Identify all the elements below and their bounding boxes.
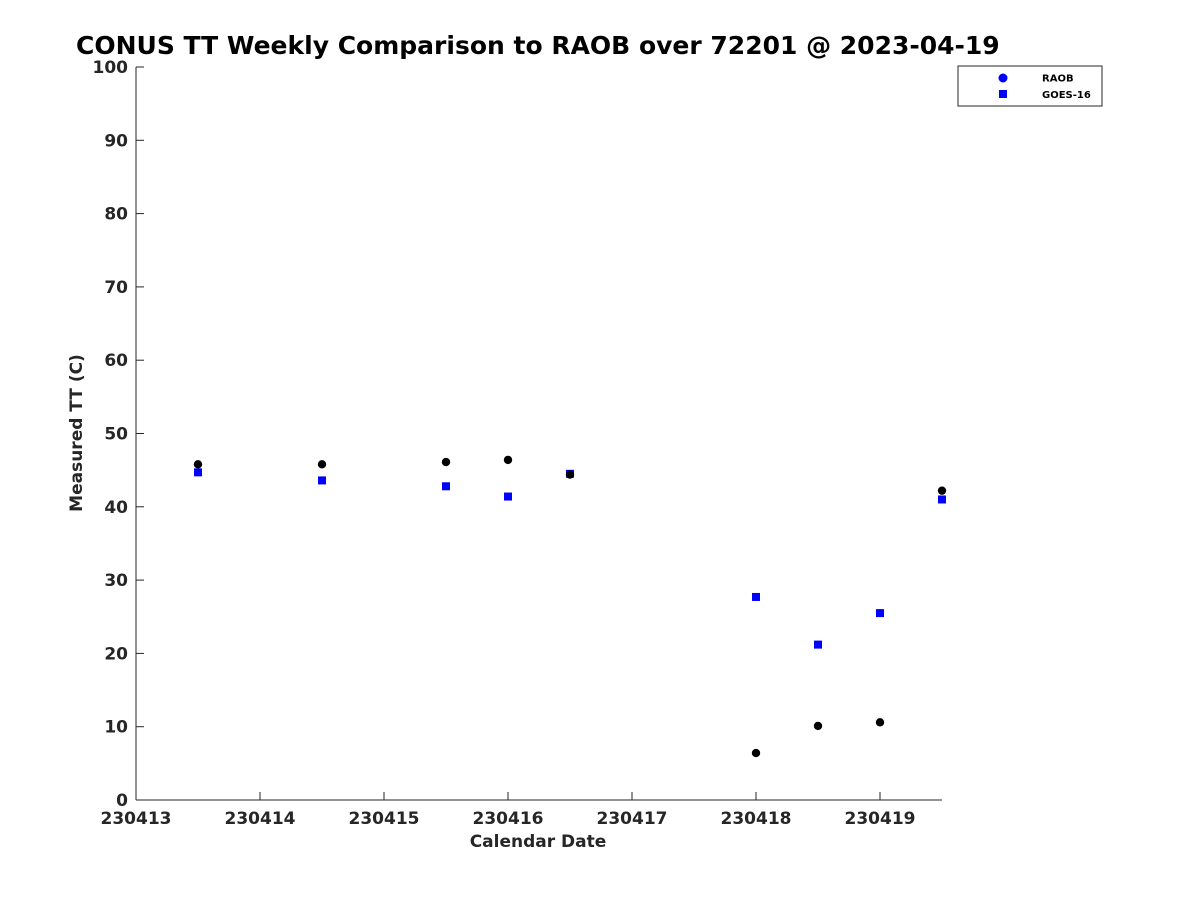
y-tick-label: 0 (116, 791, 128, 811)
x-tick-label: 230414 (225, 809, 296, 829)
goes16-point (442, 482, 450, 491)
raob-point (565, 470, 575, 479)
x-tick-label: 230413 (101, 809, 172, 829)
x-ticks: 230413 230414 230415 230416 230417 230418 2304… (101, 792, 916, 829)
raob-point (193, 460, 203, 469)
y-tick-label: 40 (104, 498, 128, 518)
raob-point (813, 721, 823, 731)
legend-goes16-label: GOES-16 (1042, 90, 1091, 101)
raob-point (441, 457, 451, 467)
goes16-point (504, 492, 512, 501)
y-tick-label: 100 (93, 58, 129, 78)
goes16-point (814, 640, 822, 649)
goes16-point (194, 468, 202, 477)
y-tick-label: 70 (104, 278, 128, 298)
x-tick-label: 230415 (349, 809, 420, 829)
y-axis-label: Measured TT (C) (67, 354, 87, 512)
y-tick-label: 60 (104, 351, 128, 371)
goes16-point (752, 592, 760, 601)
y-tick-label: 50 (104, 425, 128, 445)
plot-points (193, 455, 947, 758)
y-tick-label: 30 (104, 571, 128, 591)
y-tick-label: 20 (104, 644, 128, 664)
raob-point (937, 486, 947, 495)
raob-point (503, 455, 513, 465)
x-tick-label: 230418 (721, 809, 792, 829)
x-tick-label: 230416 (473, 809, 544, 829)
legend-goes16-marker (999, 90, 1007, 98)
chart-title: CONUS TT Weekly Comparison to RAOB over … (76, 31, 1000, 60)
legend-raob-label: RAOB (1042, 74, 1074, 85)
y-tick-label: 80 (104, 205, 128, 225)
y-ticks: 0 10 20 30 40 50 60 70 80 90 100 (93, 58, 144, 811)
x-tick-label: 230417 (597, 809, 668, 829)
legend-raob-marker (998, 73, 1008, 83)
legend: RAOB GOES-16 (957, 65, 1103, 107)
raob-point (875, 718, 885, 727)
raob-point (317, 460, 327, 469)
x-axis-label: Calendar Date (470, 832, 607, 852)
axes (135, 67, 942, 801)
y-tick-label: 90 (104, 131, 128, 151)
raob-point (751, 748, 761, 758)
goes16-point (876, 609, 884, 618)
goes16-point (938, 495, 946, 504)
goes16-point (318, 476, 326, 485)
x-tick-label: 230419 (845, 809, 916, 829)
legend-box (957, 65, 1103, 107)
y-tick-label: 10 (104, 718, 128, 738)
